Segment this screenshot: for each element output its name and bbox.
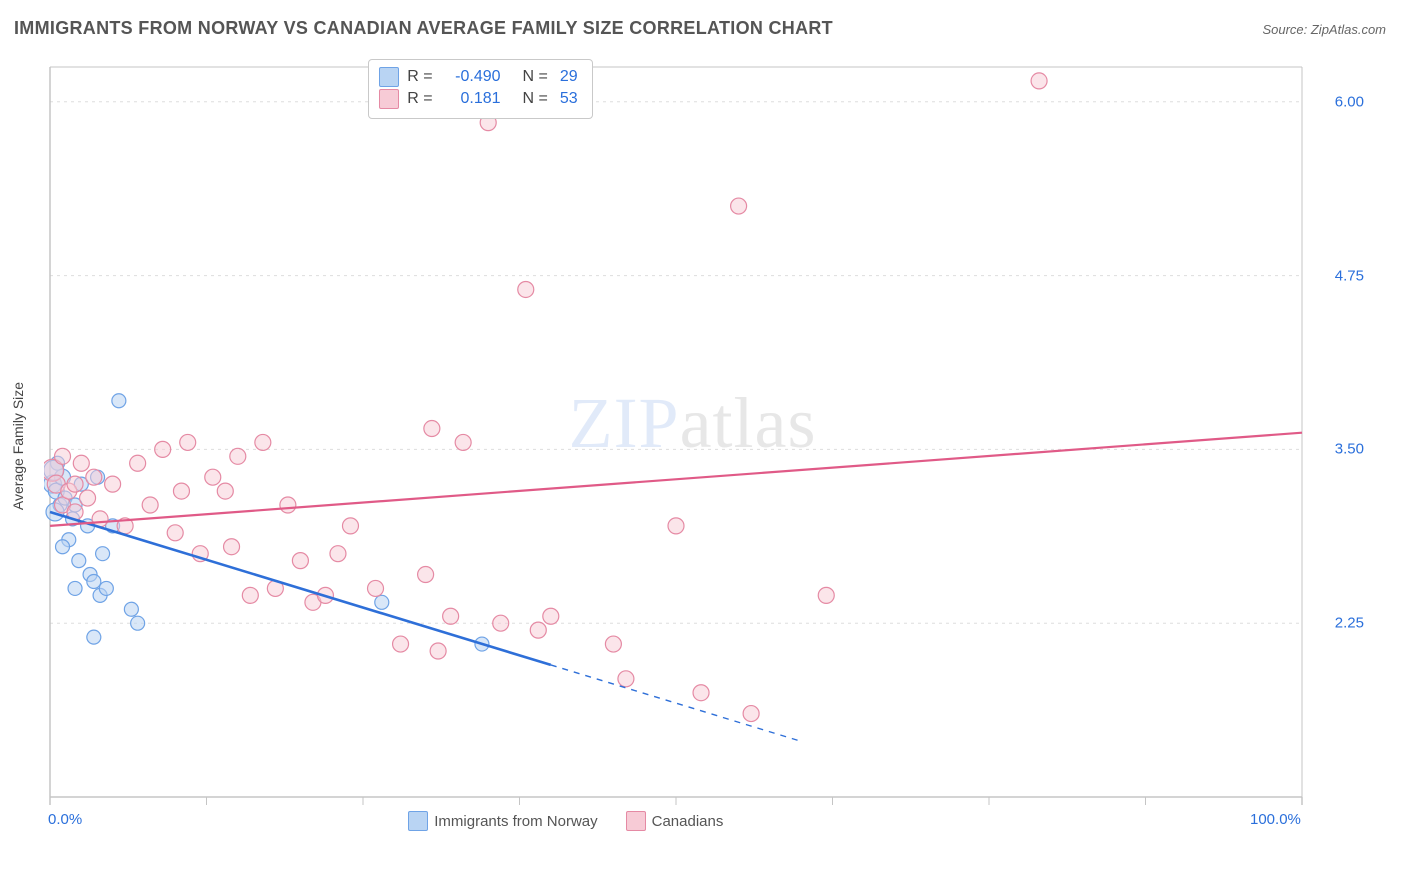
- legend-r-value: 0.181: [441, 90, 501, 108]
- chart-title: IMMIGRANTS FROM NORWAY VS CANADIAN AVERA…: [14, 18, 833, 39]
- scatter-point: [605, 636, 621, 652]
- chart-container: IMMIGRANTS FROM NORWAY VS CANADIAN AVERA…: [0, 0, 1406, 892]
- legend-r-label: R =: [407, 68, 432, 86]
- scatter-point: [105, 476, 121, 492]
- scatter-point: [155, 441, 171, 457]
- scatter-point: [67, 476, 83, 492]
- scatter-point: [167, 525, 183, 541]
- y-tick-label: 6.00: [1304, 93, 1364, 110]
- scatter-point: [99, 581, 113, 595]
- trend-line-extrapolated: [551, 665, 801, 741]
- scatter-point: [530, 622, 546, 638]
- scatter-point: [280, 497, 296, 513]
- source-label: Source: ZipAtlas.com: [1262, 22, 1386, 37]
- plot-svg: [44, 55, 1364, 835]
- scatter-point: [1031, 73, 1047, 89]
- scatter-point: [205, 469, 221, 485]
- legend-row: R = -0.490 N = 29: [379, 66, 577, 88]
- legend-r-value: -0.490: [441, 68, 501, 86]
- scatter-point: [543, 608, 559, 624]
- legend-n-value: 29: [560, 68, 578, 86]
- series-legend-item: Immigrants from Norway: [408, 811, 597, 831]
- series-legend-item: Canadians: [626, 811, 724, 831]
- scatter-point: [424, 421, 440, 437]
- scatter-point: [430, 643, 446, 659]
- y-axis-label: Average Family Size: [10, 366, 26, 526]
- scatter-point: [173, 483, 189, 499]
- scatter-point: [96, 547, 110, 561]
- trend-line: [50, 512, 551, 665]
- legend-swatch: [379, 89, 399, 109]
- legend-swatch: [379, 67, 399, 87]
- legend-n-label: N =: [523, 68, 548, 86]
- y-tick-label: 3.50: [1304, 441, 1364, 458]
- scatter-point: [375, 595, 389, 609]
- scatter-point: [393, 636, 409, 652]
- legend-n-value: 53: [560, 90, 578, 108]
- scatter-point: [230, 448, 246, 464]
- legend-swatch: [408, 811, 428, 831]
- scatter-point: [368, 580, 384, 596]
- scatter-point: [130, 455, 146, 471]
- legend-swatch: [626, 811, 646, 831]
- scatter-point: [86, 469, 102, 485]
- scatter-point: [731, 198, 747, 214]
- scatter-point: [242, 587, 258, 603]
- scatter-point: [518, 281, 534, 297]
- scatter-point: [418, 567, 434, 583]
- correlation-legend: R = -0.490 N = 29 R = 0.181 N = 53: [368, 59, 592, 119]
- scatter-point: [217, 483, 233, 499]
- scatter-point: [87, 630, 101, 644]
- scatter-point: [493, 615, 509, 631]
- y-tick-label: 4.75: [1304, 267, 1364, 284]
- scatter-point: [455, 434, 471, 450]
- scatter-point: [342, 518, 358, 534]
- legend-r-label: R =: [407, 90, 432, 108]
- scatter-point: [68, 581, 82, 595]
- scatter-point: [292, 553, 308, 569]
- trend-line: [50, 433, 1302, 526]
- scatter-point: [142, 497, 158, 513]
- scatter-point: [87, 574, 101, 588]
- legend-row: R = 0.181 N = 53: [379, 88, 577, 110]
- scatter-point: [618, 671, 634, 687]
- scatter-point: [330, 546, 346, 562]
- scatter-point: [124, 602, 138, 616]
- scatter-point: [56, 540, 70, 554]
- scatter-point: [180, 434, 196, 450]
- y-tick-label: 2.25: [1304, 615, 1364, 632]
- scatter-point: [131, 616, 145, 630]
- legend-n-label: N =: [523, 90, 548, 108]
- series-legend-label: Immigrants from Norway: [434, 813, 597, 830]
- scatter-point: [112, 394, 126, 408]
- x-tick-label: 100.0%: [1250, 811, 1301, 828]
- scatter-point: [693, 685, 709, 701]
- scatter-point: [55, 448, 71, 464]
- x-tick-label: 0.0%: [48, 811, 82, 828]
- plot-area: ZIPatlas R =-0.490N =29R =0.181N =53 Imm…: [44, 55, 1364, 835]
- scatter-point: [72, 554, 86, 568]
- scatter-point: [80, 490, 96, 506]
- series-legend: Immigrants from Norway Canadians: [408, 811, 723, 831]
- scatter-point: [668, 518, 684, 534]
- scatter-point: [73, 455, 89, 471]
- scatter-point: [255, 434, 271, 450]
- scatter-point: [224, 539, 240, 555]
- series-legend-label: Canadians: [652, 813, 724, 830]
- scatter-point: [743, 706, 759, 722]
- scatter-point: [818, 587, 834, 603]
- scatter-point: [443, 608, 459, 624]
